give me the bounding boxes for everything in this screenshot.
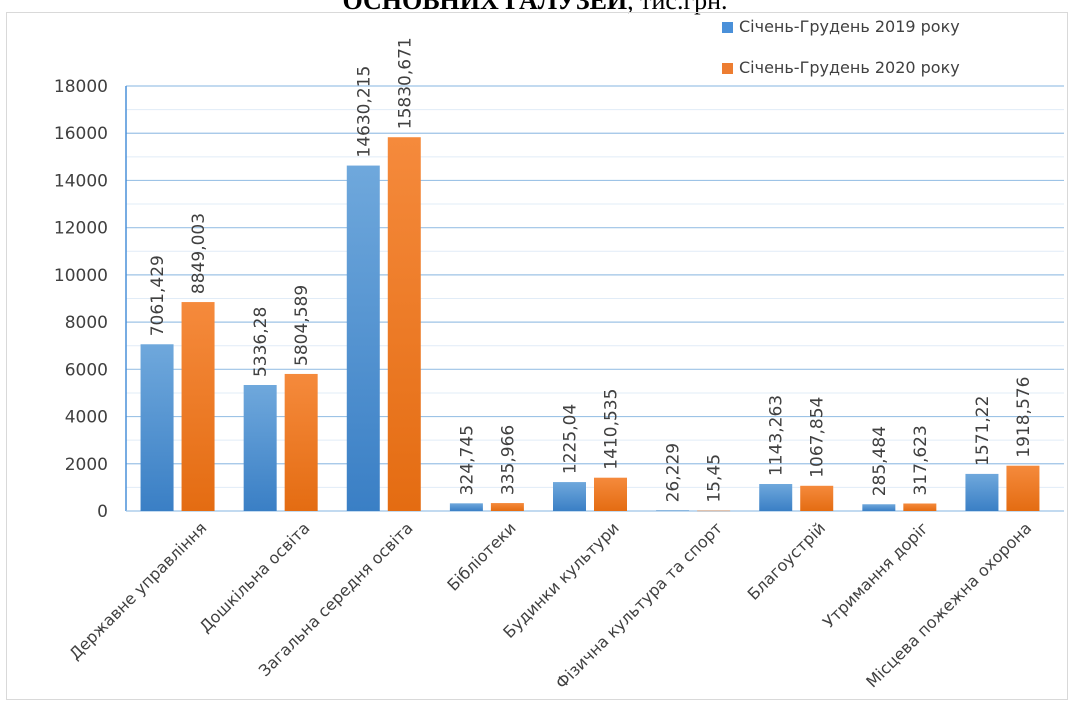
page-title-unit: , тис.грн. [627, 0, 728, 15]
data-label: 14630,215 [354, 66, 374, 158]
legend-swatch [722, 22, 733, 33]
y-tick-label: 10000 [54, 266, 108, 286]
bar-2019 [965, 473, 999, 511]
bar-2020 [903, 503, 937, 511]
y-tick-label: 18000 [54, 77, 108, 97]
data-label: 1143,263 [767, 395, 787, 476]
bar-2019 [449, 503, 483, 511]
data-label: 15830,671 [395, 37, 415, 129]
legend-label: Січень-Грудень 2020 року [739, 58, 960, 77]
bar-2019 [243, 385, 277, 511]
legend-label: Січень-Грудень 2019 року [739, 17, 960, 36]
category-label: Місцева пожежна охорона [862, 518, 1035, 691]
bar-2020 [490, 503, 524, 511]
category-label: Благоустрій [744, 518, 829, 603]
bar-2020 [181, 302, 215, 511]
category-label: Утримання доріг [819, 518, 932, 631]
bar-2020 [697, 510, 731, 512]
y-tick-label: 8000 [65, 313, 108, 333]
data-label: 1067,854 [808, 397, 828, 478]
bar-2019 [862, 504, 896, 511]
chart-frame [6, 12, 1068, 700]
category-label: Державне управління [65, 518, 210, 663]
data-labels: 7061,429 8849,003 5336,28 5804,589 14630,215… [148, 37, 1034, 502]
data-label: 1225,04 [561, 404, 581, 474]
bar-2020 [594, 477, 627, 511]
data-label: 324,745 [457, 425, 477, 495]
data-label: 1571,22 [973, 396, 993, 466]
data-label: 335,966 [498, 425, 518, 495]
y-tick-label: 4000 [65, 408, 108, 428]
category-label: Будинки культури [499, 518, 623, 642]
bar-2019 [140, 344, 174, 511]
bar-2019 [656, 510, 690, 511]
data-label: 1410,535 [602, 389, 622, 470]
category-label: Дошкільна освіта [196, 518, 314, 636]
bars [140, 137, 1040, 512]
bar-2019 [759, 484, 793, 511]
y-tick-label: 12000 [54, 219, 108, 239]
page-title: ОСНОВНИХ ГАЛУЗЕЙ, тис.грн. [0, 0, 1070, 16]
category-label: Бібліотеки [443, 518, 519, 594]
data-label: 7061,429 [148, 255, 168, 336]
data-label: 5804,589 [292, 285, 312, 366]
data-label: 26,229 [664, 443, 684, 502]
bar-2019 [346, 165, 380, 511]
bar-2020 [800, 485, 834, 511]
data-label: 1918,576 [1014, 377, 1034, 458]
y-tick-label: 14000 [54, 171, 108, 191]
y-tick-label: 2000 [65, 455, 108, 475]
data-label: 317,623 [911, 425, 931, 495]
legend: Січень-Грудень 2019 року Січень-Грудень 2… [722, 17, 960, 77]
data-label: 15,45 [705, 454, 725, 503]
data-label: 8849,003 [189, 213, 209, 294]
data-label: 5336,28 [251, 307, 271, 377]
y-tick-labels: 0 2000 4000 6000 8000 10000 12000 14000 16000 180… [54, 77, 108, 522]
bar-2020 [387, 137, 421, 511]
category-label: Фізична культура та спорт [552, 518, 726, 692]
bar-2020 [284, 373, 318, 511]
y-tick-label: 6000 [65, 360, 108, 380]
y-tick-label: 16000 [54, 124, 108, 144]
bar-2019 [553, 482, 586, 511]
page-title-bold: ОСНОВНИХ ГАЛУЗЕЙ [342, 0, 628, 15]
legend-swatch [722, 63, 733, 74]
y-tick-label: 0 [97, 502, 108, 522]
data-label: 285,484 [870, 426, 890, 496]
bar-2020 [1006, 465, 1040, 511]
